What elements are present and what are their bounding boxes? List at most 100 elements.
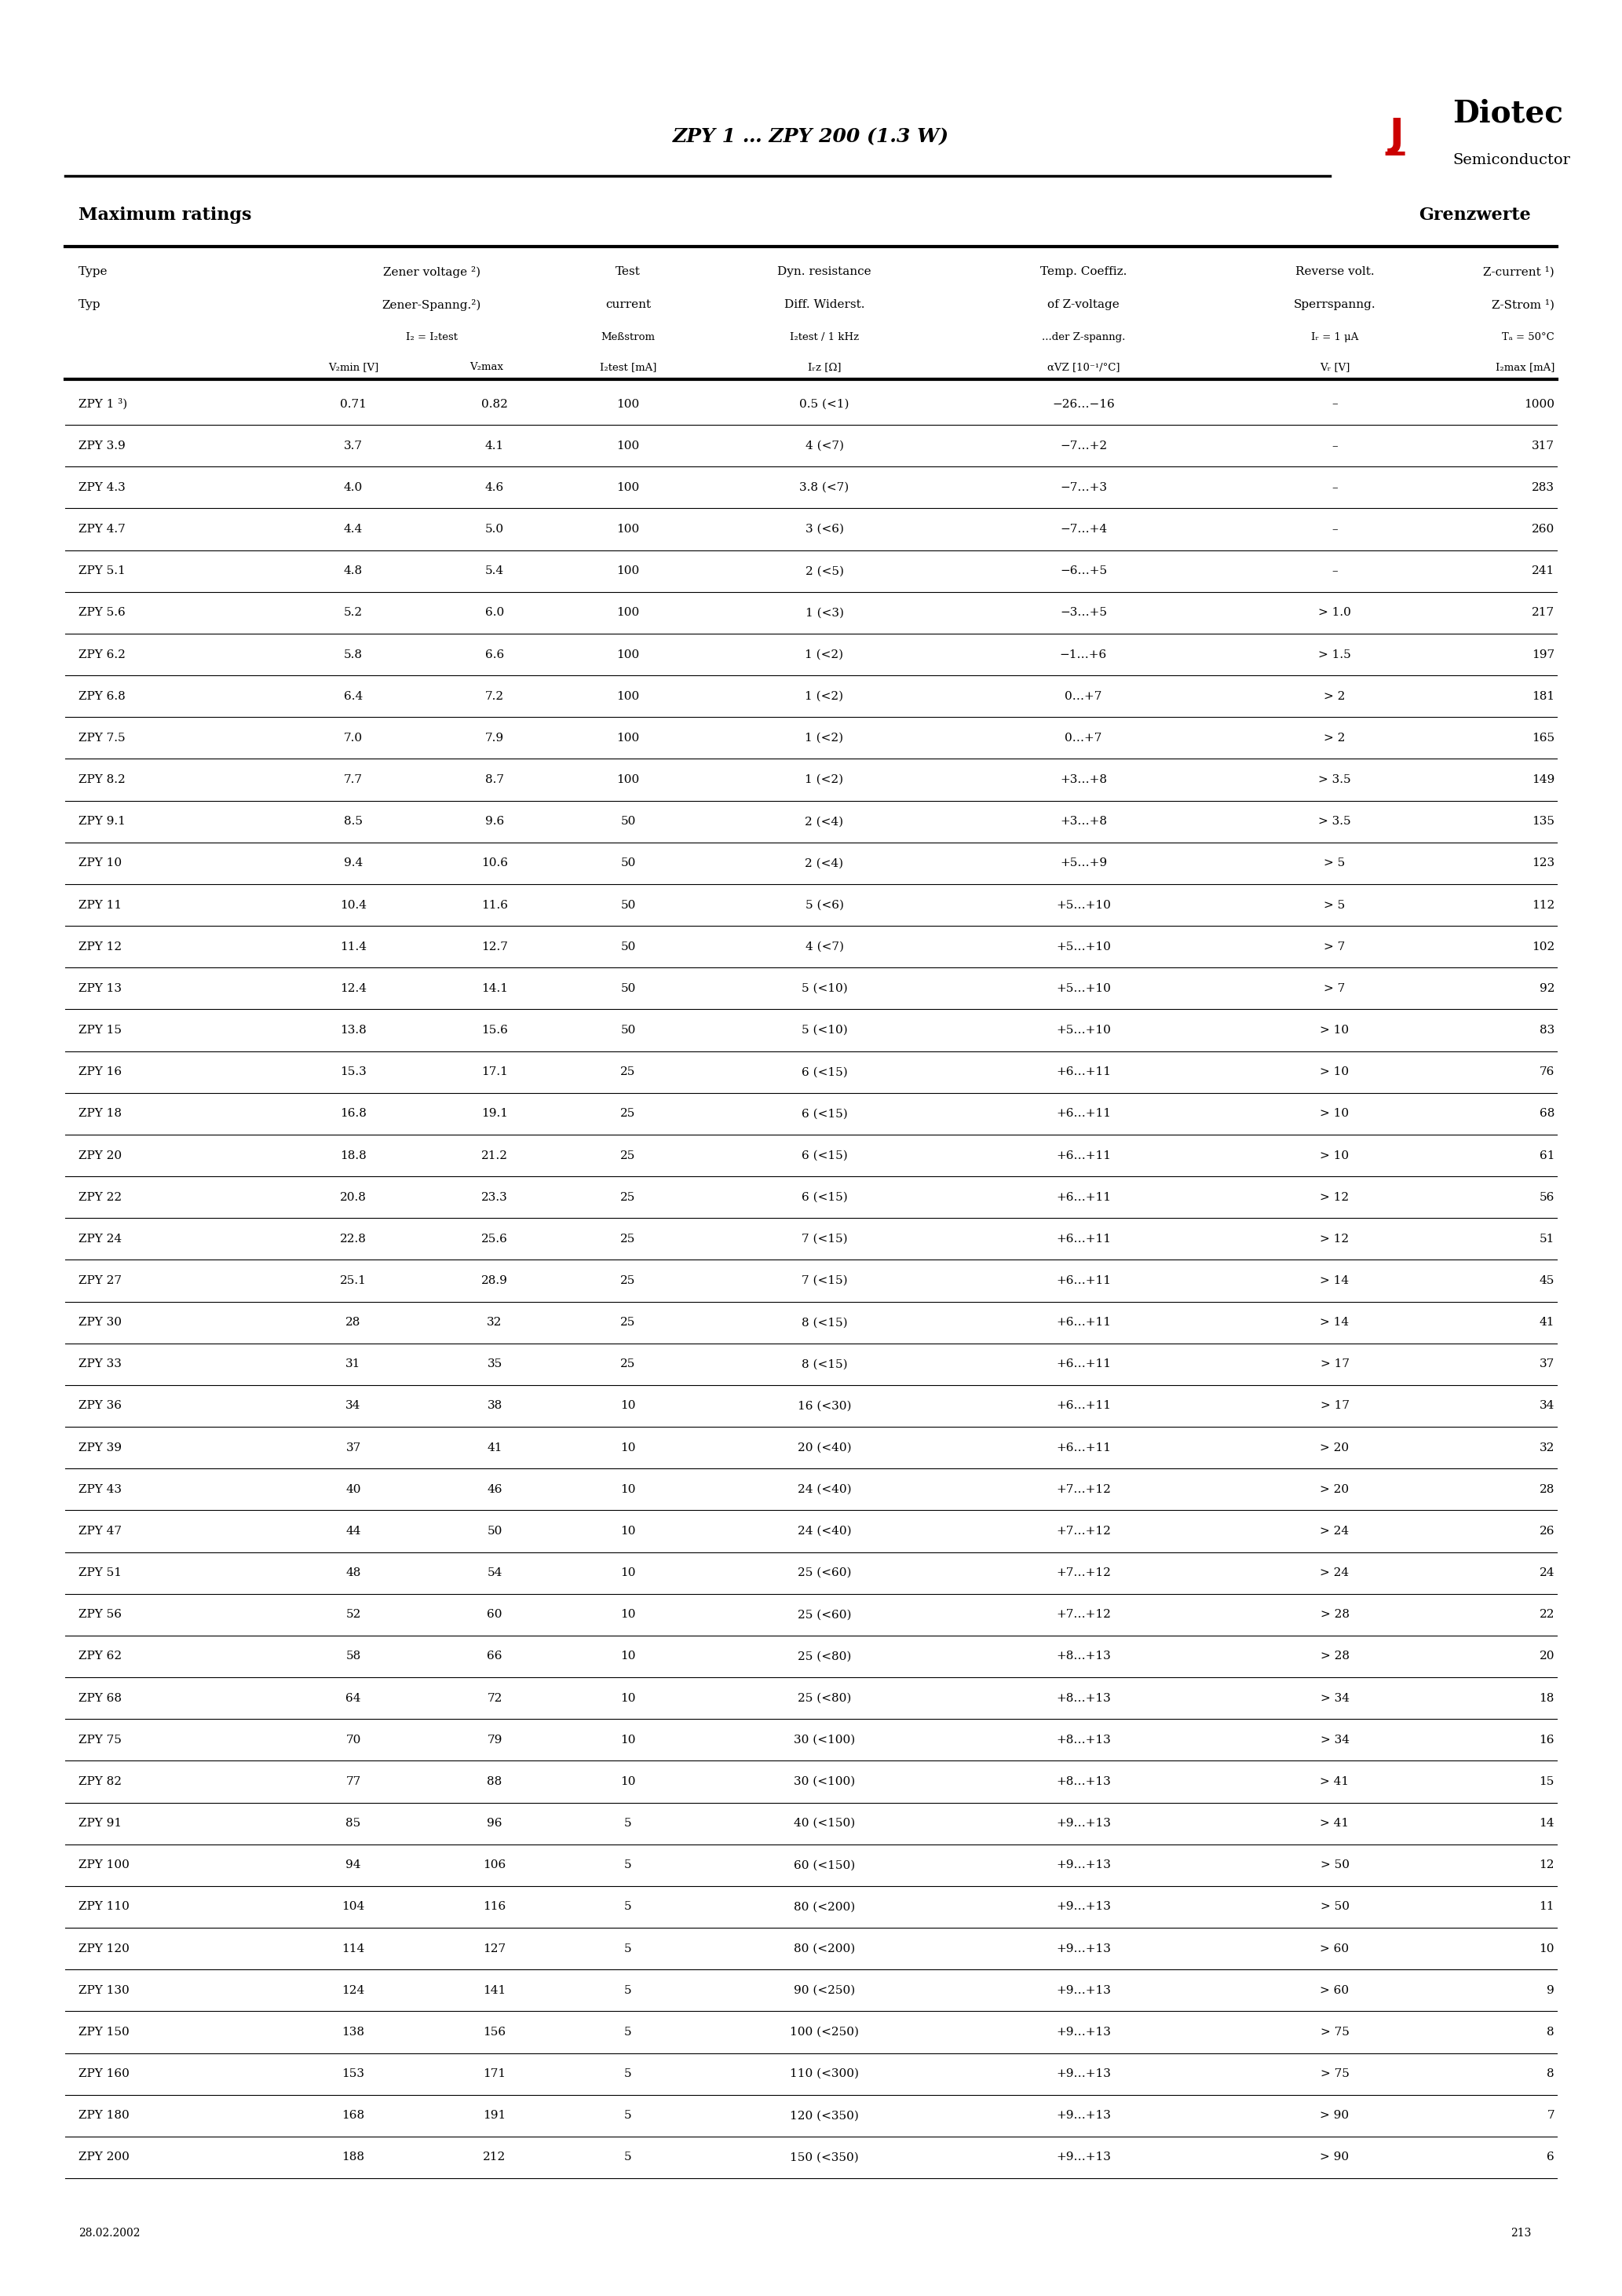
Text: 102: 102 <box>1531 941 1554 953</box>
Text: > 10: > 10 <box>1320 1024 1350 1035</box>
Text: 168: 168 <box>342 2110 365 2122</box>
Text: > 17: > 17 <box>1320 1401 1350 1412</box>
Text: Maximum ratings: Maximum ratings <box>78 207 251 223</box>
Text: 6 (<15): 6 (<15) <box>801 1065 847 1077</box>
Text: 8: 8 <box>1547 2027 1554 2037</box>
Text: −26…−16: −26…−16 <box>1053 400 1114 409</box>
Text: 7 (<15): 7 (<15) <box>801 1274 847 1286</box>
Text: 50: 50 <box>621 900 636 912</box>
Text: 10.6: 10.6 <box>482 859 508 868</box>
Text: 10: 10 <box>621 1568 636 1577</box>
Text: > 7: > 7 <box>1324 941 1345 953</box>
Text: > 10: > 10 <box>1320 1109 1350 1118</box>
Text: 31: 31 <box>345 1359 362 1371</box>
Text: 25: 25 <box>621 1109 636 1118</box>
Text: 25: 25 <box>621 1274 636 1286</box>
Text: 15.6: 15.6 <box>482 1024 508 1035</box>
Text: 123: 123 <box>1531 859 1554 868</box>
Text: +6…+11: +6…+11 <box>1056 1274 1111 1286</box>
Text: Vᵣ [V]: Vᵣ [V] <box>1320 363 1350 372</box>
Text: 1 (<3): 1 (<3) <box>805 606 843 618</box>
Text: ZPY 1 ³): ZPY 1 ³) <box>78 400 128 409</box>
Text: ZPY 33: ZPY 33 <box>78 1359 122 1371</box>
Text: 15.3: 15.3 <box>341 1065 367 1077</box>
Text: 138: 138 <box>342 2027 365 2037</box>
Text: 28: 28 <box>345 1318 362 1327</box>
Text: 10.4: 10.4 <box>341 900 367 912</box>
Text: ZPY 160: ZPY 160 <box>78 2069 130 2080</box>
Text: 50: 50 <box>621 1024 636 1035</box>
Text: ZPY 36: ZPY 36 <box>78 1401 122 1412</box>
Text: +9…+13: +9…+13 <box>1056 1942 1111 1954</box>
Text: > 10: > 10 <box>1320 1065 1350 1077</box>
Text: 5: 5 <box>624 1942 633 1954</box>
Text: 165: 165 <box>1531 732 1554 744</box>
Text: +9…+13: +9…+13 <box>1056 1984 1111 1995</box>
Text: 46: 46 <box>487 1483 503 1495</box>
Text: > 75: > 75 <box>1320 2069 1350 2080</box>
Text: −6…+5: −6…+5 <box>1059 565 1108 576</box>
Text: 72: 72 <box>487 1692 503 1704</box>
Text: 2 (<5): 2 (<5) <box>805 565 843 576</box>
Text: 2 (<4): 2 (<4) <box>805 859 843 868</box>
Text: ZPY 11: ZPY 11 <box>78 900 122 912</box>
Text: Z-Strom ¹): Z-Strom ¹) <box>1492 298 1554 310</box>
Text: 13.8: 13.8 <box>341 1024 367 1035</box>
Text: 197: 197 <box>1531 650 1554 659</box>
Text: ZPY 8.2: ZPY 8.2 <box>78 774 125 785</box>
Text: 7.9: 7.9 <box>485 732 504 744</box>
Text: +9…+13: +9…+13 <box>1056 2069 1111 2080</box>
Text: 5: 5 <box>624 1818 633 1830</box>
Text: 6 (<15): 6 (<15) <box>801 1109 847 1118</box>
Text: 24 (<40): 24 (<40) <box>798 1483 852 1495</box>
Text: 92: 92 <box>1539 983 1554 994</box>
Text: 28: 28 <box>1539 1483 1554 1495</box>
Text: 156: 156 <box>483 2027 506 2037</box>
Text: ZPY 18: ZPY 18 <box>78 1109 122 1118</box>
Text: 18: 18 <box>1539 1692 1554 1704</box>
Text: 17.1: 17.1 <box>482 1065 508 1077</box>
Text: 44: 44 <box>345 1525 362 1536</box>
Text: Diff. Widerst.: Diff. Widerst. <box>783 298 865 310</box>
Text: ZPY 6.2: ZPY 6.2 <box>78 650 125 659</box>
Text: 5: 5 <box>624 1860 633 1871</box>
Text: 0.5 (<1): 0.5 (<1) <box>800 400 850 409</box>
Text: +6…+11: +6…+11 <box>1056 1192 1111 1203</box>
Text: 6.6: 6.6 <box>485 650 504 659</box>
Text: 48: 48 <box>345 1568 362 1577</box>
Text: ZPY 130: ZPY 130 <box>78 1984 130 1995</box>
Text: ZPY 51: ZPY 51 <box>78 1568 122 1577</box>
Text: +5…+9: +5…+9 <box>1059 859 1108 868</box>
Text: ZPY 180: ZPY 180 <box>78 2110 130 2122</box>
Text: 1 (<2): 1 (<2) <box>805 650 843 659</box>
Text: ZPY 9.1: ZPY 9.1 <box>78 815 125 827</box>
Text: > 17: > 17 <box>1320 1359 1350 1371</box>
Text: −7…+2: −7…+2 <box>1059 441 1108 452</box>
Text: of Z-voltage: of Z-voltage <box>1048 298 1119 310</box>
Text: 283: 283 <box>1531 482 1554 494</box>
Text: ZPY 62: ZPY 62 <box>78 1651 122 1662</box>
Text: ZPY 4.3: ZPY 4.3 <box>78 482 125 494</box>
Text: 191: 191 <box>483 2110 506 2122</box>
Text: 21.2: 21.2 <box>482 1150 508 1162</box>
Text: Diotec: Diotec <box>1452 99 1564 129</box>
Text: 116: 116 <box>483 1901 506 1913</box>
Text: 106: 106 <box>483 1860 506 1871</box>
Text: 149: 149 <box>1531 774 1554 785</box>
Text: 25: 25 <box>621 1359 636 1371</box>
Text: +8…+13: +8…+13 <box>1056 1692 1111 1704</box>
Text: 217: 217 <box>1531 606 1554 618</box>
Text: ZPY 5.1: ZPY 5.1 <box>78 565 125 576</box>
Text: ...der Z-spanng.: ...der Z-spanng. <box>1041 333 1126 342</box>
Text: > 1.0: > 1.0 <box>1319 606 1351 618</box>
Text: 100: 100 <box>616 650 639 659</box>
Text: 0…+7: 0…+7 <box>1064 691 1101 703</box>
Text: 212: 212 <box>483 2151 506 2163</box>
Text: +5…+10: +5…+10 <box>1056 941 1111 953</box>
Text: −7…+4: −7…+4 <box>1059 523 1108 535</box>
Text: ZPY 100: ZPY 100 <box>78 1860 130 1871</box>
Text: > 10: > 10 <box>1320 1150 1350 1162</box>
Text: ZPY 82: ZPY 82 <box>78 1777 122 1786</box>
Text: +6…+11: +6…+11 <box>1056 1401 1111 1412</box>
Text: > 41: > 41 <box>1320 1777 1350 1786</box>
